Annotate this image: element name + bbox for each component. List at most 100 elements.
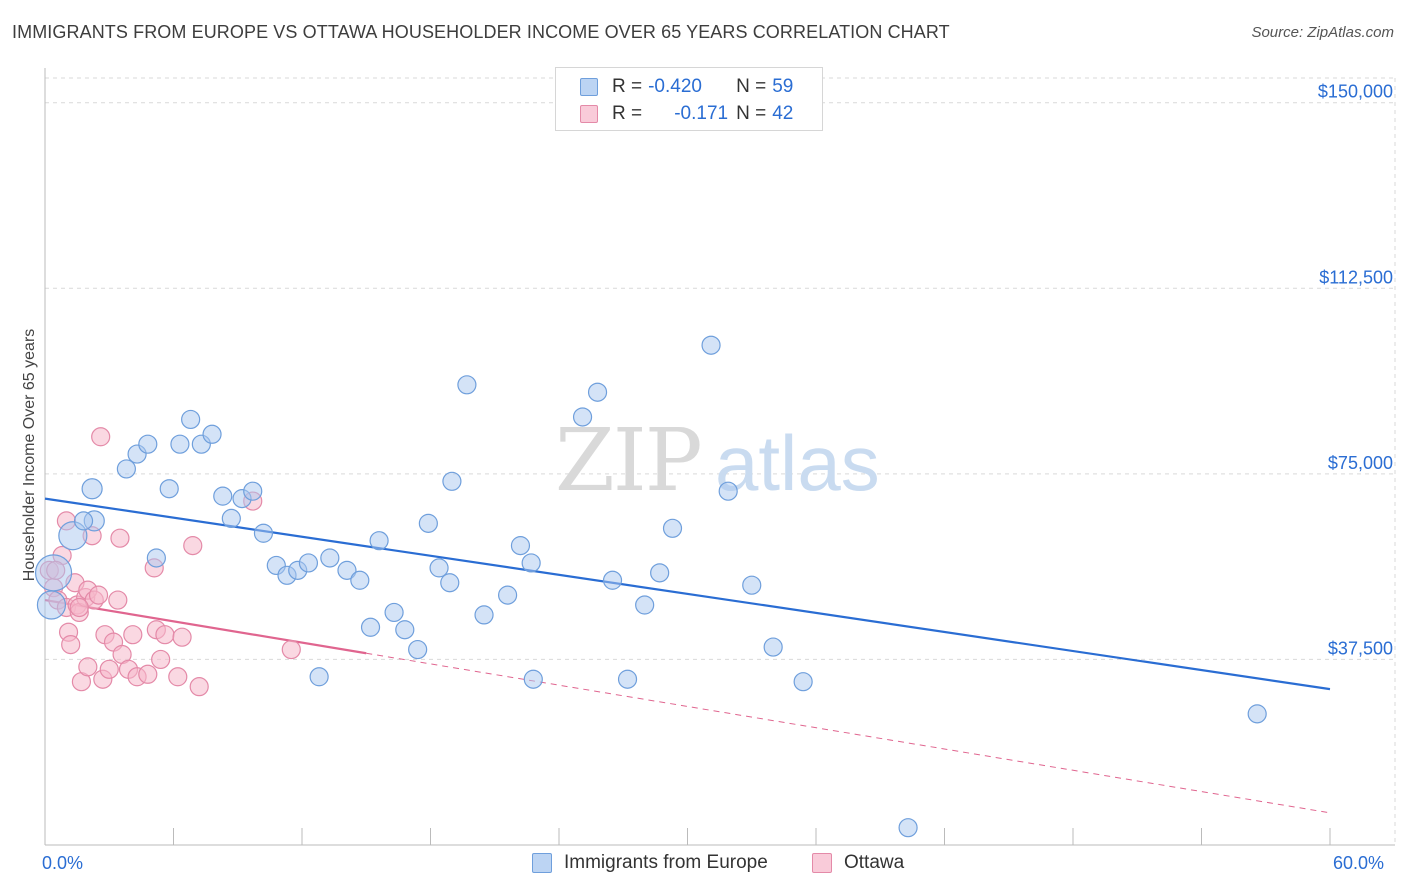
legend-label-ottawa: Ottawa [844,852,905,873]
watermark: ZIP atlas [555,411,880,511]
ottawa-point [88,585,109,605]
europe-point [793,672,813,692]
watermark-atlas: atlas [715,419,880,507]
europe-point [253,523,274,543]
y-tick-label: $75,000 [1328,453,1393,473]
r-label: R = [612,103,643,124]
europe-point [337,560,357,580]
europe-point [602,570,623,590]
europe-point [36,590,67,620]
n-value: 59 [772,76,794,97]
europe-point [213,486,233,506]
r-value: -0.420 [648,76,702,97]
europe-point [309,667,329,687]
y-tick-label: $150,000 [1318,82,1393,102]
ottawa-point [108,590,128,610]
y-tick-label: $37,500 [1328,638,1393,658]
europe-point [617,669,638,689]
europe-point [408,639,428,660]
europe-point [521,553,541,573]
europe-legend-swatch [532,853,552,873]
europe-point [523,669,543,689]
europe-point [146,548,166,568]
watermark-zip: ZIP [555,411,701,511]
ottawa-point [110,528,130,548]
n-label: N = [736,103,767,124]
ottawa-point [91,427,111,447]
europe-point [298,553,319,573]
europe-point [170,434,190,454]
ottawa-legend-swatch [812,853,832,873]
europe-point [418,513,438,533]
r-value: -0.171 [674,103,729,124]
axes [44,68,1395,846]
europe-point [442,471,462,491]
legend-item-ottawa: Ottawa [812,852,904,874]
europe-point [474,605,494,625]
europe-point [498,585,518,605]
europe-point [650,563,670,583]
ottawa-point [138,664,158,684]
ottawa-point [69,597,89,618]
europe-point [763,637,783,657]
series-legend: Immigrants from Europe Ottawa [0,852,1406,878]
europe-point [81,478,103,500]
europe-point [662,518,683,538]
europe-point [369,531,389,551]
stats-row-ottawa: R = -0.171 N = 42 [580,103,793,125]
europe-point [1247,704,1267,724]
y-tick-label: $112,500 [1319,267,1393,287]
ottawa-point [61,634,81,655]
source-label: Source: ZipAtlas.com [1251,24,1394,41]
trend-line-ottawa [44,598,367,655]
europe-point [221,508,241,529]
y-tick-labels: $37,500 $75,000 $112,500 $150,000 [1318,82,1393,659]
europe-point [384,602,404,623]
europe-point [457,375,477,395]
n-value: 42 [772,103,794,124]
europe-point [138,434,158,454]
europe-point [116,459,136,479]
europe-point [718,481,738,501]
europe-point [243,481,263,501]
x-tick-min: 0.0% [42,853,84,873]
ottawa-point [99,659,119,679]
ottawa-point [281,639,301,660]
ottawa-swatch [580,105,598,123]
chart-title: IMMIGRANTS FROM EUROPE VS OTTAWA HOUSEHO… [12,22,950,42]
x-tick-max: 60.0% [1333,853,1385,873]
europe-point [34,554,73,592]
europe-point [587,382,608,402]
ottawa-point [123,625,143,645]
europe-point [510,536,531,556]
ottawa-point [168,667,188,687]
europe-point [360,617,381,637]
ottawa-point [183,536,203,556]
ottawa-point [189,677,209,697]
stats-legend: R = -0.420 N = 59 R = -0.171 N = 42 [555,67,823,131]
y-axis-label: Householder Income Over 65 years [21,328,38,582]
europe-point [742,575,762,595]
legend-item-europe: Immigrants from Europe [532,852,768,874]
ottawa-point [155,625,175,645]
trend-line-europe [44,497,1331,691]
data-points [34,335,1267,838]
europe-point [701,335,721,355]
r-label: R = [612,76,643,97]
europe-point [202,424,222,444]
n-label: N = [736,76,767,97]
europe-swatch [580,78,598,96]
europe-point [350,570,370,590]
ottawa-point [78,657,98,677]
europe-point [320,548,340,568]
stats-row-europe: R = -0.420 N = 59 [580,76,793,98]
europe-point [395,620,415,640]
ottawa-point [151,649,171,670]
legend-label-europe: Immigrants from Europe [564,852,768,873]
trend-line-ottawa-extrapolated [366,652,1331,814]
europe-point [429,558,449,578]
ottawa-point [172,627,192,647]
europe-point [159,479,179,499]
trend-lines [44,497,1331,814]
europe-point [181,409,201,430]
